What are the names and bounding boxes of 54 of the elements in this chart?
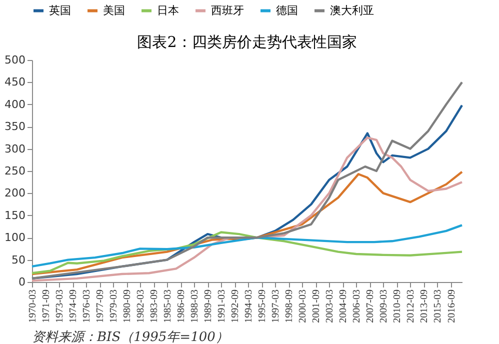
x-tick-label: 1971-09 [41,290,52,323]
x-tick-label: 2001-09 [311,290,322,323]
x-tick-label: 2004-09 [338,290,350,323]
legend-label: 德国 [276,4,298,17]
x-tick-label: 1986-09 [176,290,188,323]
y-tick-label: 150 [4,208,26,222]
line-series [30,231,464,274]
text: 资料来源：BIS（1995年=100） [32,330,228,344]
x-tick-label: 2006-03 [352,290,363,323]
x-tick-label: 2009-03 [378,290,390,323]
y-tick-label: 450 [4,76,26,89]
legend-label: 西班牙 [211,4,244,17]
legend-label: 日本 [157,4,179,17]
x-tick-label: 1995-09 [257,290,268,323]
y-tick-label: 100 [4,231,26,244]
legend-label: 澳大利亚 [330,4,374,17]
x-tick-label: 1988-03 [190,290,201,323]
x-tick-label: 2000-03 [298,290,309,323]
x-tick-label: 1994-03 [244,290,255,323]
y-tick-label: 250 [4,164,26,178]
x-tick-label: 1985-03 [162,290,174,323]
line-series [30,170,464,276]
x-tick-label: 1982-03 [136,290,147,323]
y-tick-label: 0 [18,276,26,288]
legend-label: 英国 [49,4,71,17]
x-tick-label: 1977-09 [95,290,106,323]
x-tick-label: 2013-09 [419,290,430,323]
x-tick-label: 1997-03 [270,290,282,323]
x-tick-label: 1989-09 [203,290,214,323]
chart-title: 图表2：四类房价走势代表性国家 [137,33,357,51]
x-tick-label: 2010-09 [392,290,404,323]
x-tick-label: 1970-03 [28,290,38,323]
y-tick-label: 350 [4,120,26,134]
x-tick-label: 1991-03 [216,290,228,323]
x-tick-label: 1979-03 [108,290,120,323]
y-tick-label: 300 [4,142,26,156]
x-tick-label: 1998-09 [284,290,296,323]
x-tick-label: 2003-03 [324,290,336,323]
x-tick-label: 1976-03 [82,290,93,323]
x-tick-label: 1980-09 [122,290,134,323]
x-tick-label: 1992-09 [230,290,242,323]
x-tick-label: 1983-09 [149,290,160,323]
x-tick-label: 1973-03 [54,290,66,323]
x-tick-label: 2016-09 [446,290,458,323]
y-tick-label: 500 [4,54,26,66]
x-tick-label: 2012-03 [406,290,417,323]
legend-label: 美国 [103,4,125,17]
y-tick-label: 400 [4,98,26,111]
y-tick-label: 200 [4,186,26,200]
line-series [30,224,464,268]
x-tick-label: 2015-03 [432,290,444,323]
x-tick-label: 1974-09 [68,290,80,323]
x-tick-label: 2007-09 [365,290,376,323]
y-tick-label: 50 [12,253,26,266]
